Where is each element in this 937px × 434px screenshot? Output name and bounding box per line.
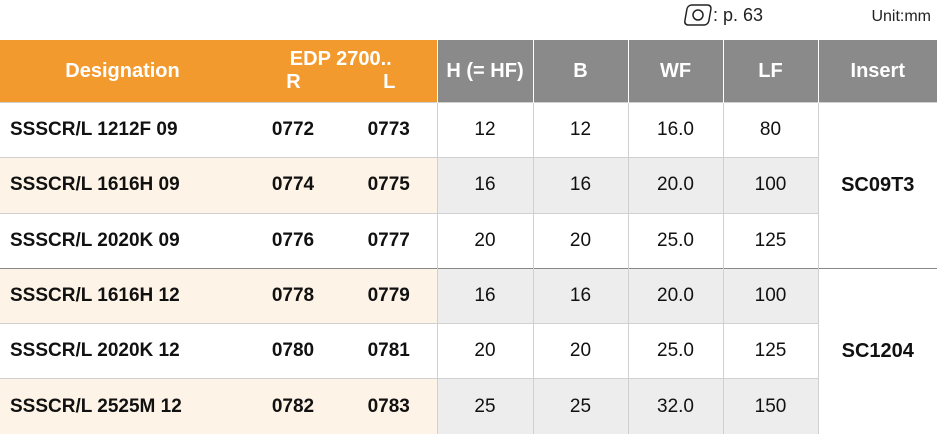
page-ref: : p. 63 (713, 4, 764, 25)
header: Designation (0, 40, 245, 103)
cell: 25 (436, 378, 533, 434)
cell: 20 (532, 212, 628, 269)
cell: 20.0 (627, 267, 723, 324)
table-row: SSSCR/L 1616H 12 0778 0779 16 16 20.0 100 SC120… (0, 267, 937, 434)
cell: 0782 (245, 378, 341, 434)
cell: SSSCR/L 1212F 09 (0, 101, 245, 158)
header: EDP 2700.. (289, 48, 392, 70)
cell: 0777 (341, 212, 437, 269)
cell: 16 (436, 157, 533, 214)
cell: 12 (532, 101, 628, 158)
unit: Unit:mm (871, 8, 931, 25)
cell: 16 (532, 267, 628, 324)
insert-cell: SC1204 (817, 267, 937, 434)
header: EDP 2700.. R L (245, 40, 437, 103)
table-row: SSSCR/L 2020K 12 0780 0781 20 20 25.0 125 (0, 323, 937, 379)
cell: SSSCR/L 2020K 09 (0, 212, 245, 269)
cell: 12 (436, 101, 533, 158)
table-row: SSSCR/L 2525M 12 0782 0783 25 25 32.0 150 (0, 378, 937, 434)
cell: 25 (532, 378, 628, 434)
cell: 0778 (245, 267, 341, 324)
cell: SSSCR/L 2020K 12 (0, 323, 245, 379)
header: LF (722, 40, 818, 103)
top-bar: : p. 63 Unit:mm (0, 0, 937, 40)
cell: SSSCR/L 1616H 09 (0, 157, 245, 214)
cell: 25.0 (627, 323, 723, 379)
cell: 100 (722, 157, 818, 214)
cell: 125 (722, 323, 818, 379)
header: Insert (817, 40, 937, 103)
cell: 20 (436, 212, 533, 269)
header: H (= HF) (436, 40, 533, 103)
reference: : p. 63 (683, 3, 763, 27)
cell: 0781 (341, 323, 437, 379)
cell: 125 (722, 212, 818, 269)
cell: 20 (436, 323, 533, 379)
cell: 16 (532, 157, 628, 214)
cell: 0775 (341, 157, 437, 214)
cell: 0780 (245, 323, 341, 379)
cell: 16 (436, 267, 533, 324)
cell: SSSCR/L 1616H 12 (0, 267, 245, 324)
cell: 0772 (245, 101, 341, 158)
cell: 0779 (341, 267, 437, 324)
cell: 80 (722, 101, 818, 158)
table-row: SSSCR/L 1616H 09 0774 0775 16 16 20.0 100 (0, 157, 937, 214)
table-row: SSSCR/L 1212F 09 0772 0773 12 12 16.0 80 SC09T3 (0, 101, 937, 269)
insert-icon (684, 4, 712, 26)
cell: 150 (722, 378, 818, 434)
table-row: SSSCR/L 2020K 09 0776 0777 20 20 25.0 125 (0, 212, 937, 269)
cell: 32.0 (627, 378, 723, 434)
cell: 0776 (245, 212, 341, 269)
header: L (383, 71, 396, 93)
cell: 0774 (245, 157, 341, 214)
cell: 16.0 (627, 101, 723, 158)
insert-cell: SC09T3 (817, 102, 937, 269)
header: WF (627, 40, 723, 103)
header: R (286, 71, 301, 93)
cell: 100 (722, 267, 818, 324)
cell: 0783 (341, 378, 437, 434)
cell: 0773 (341, 101, 437, 158)
cell: SSSCR/L 2525M 12 (0, 378, 245, 434)
cell: 25.0 (627, 212, 723, 269)
header: B (532, 40, 628, 103)
cell: 20.0 (627, 157, 723, 214)
cell: 20 (532, 323, 628, 379)
